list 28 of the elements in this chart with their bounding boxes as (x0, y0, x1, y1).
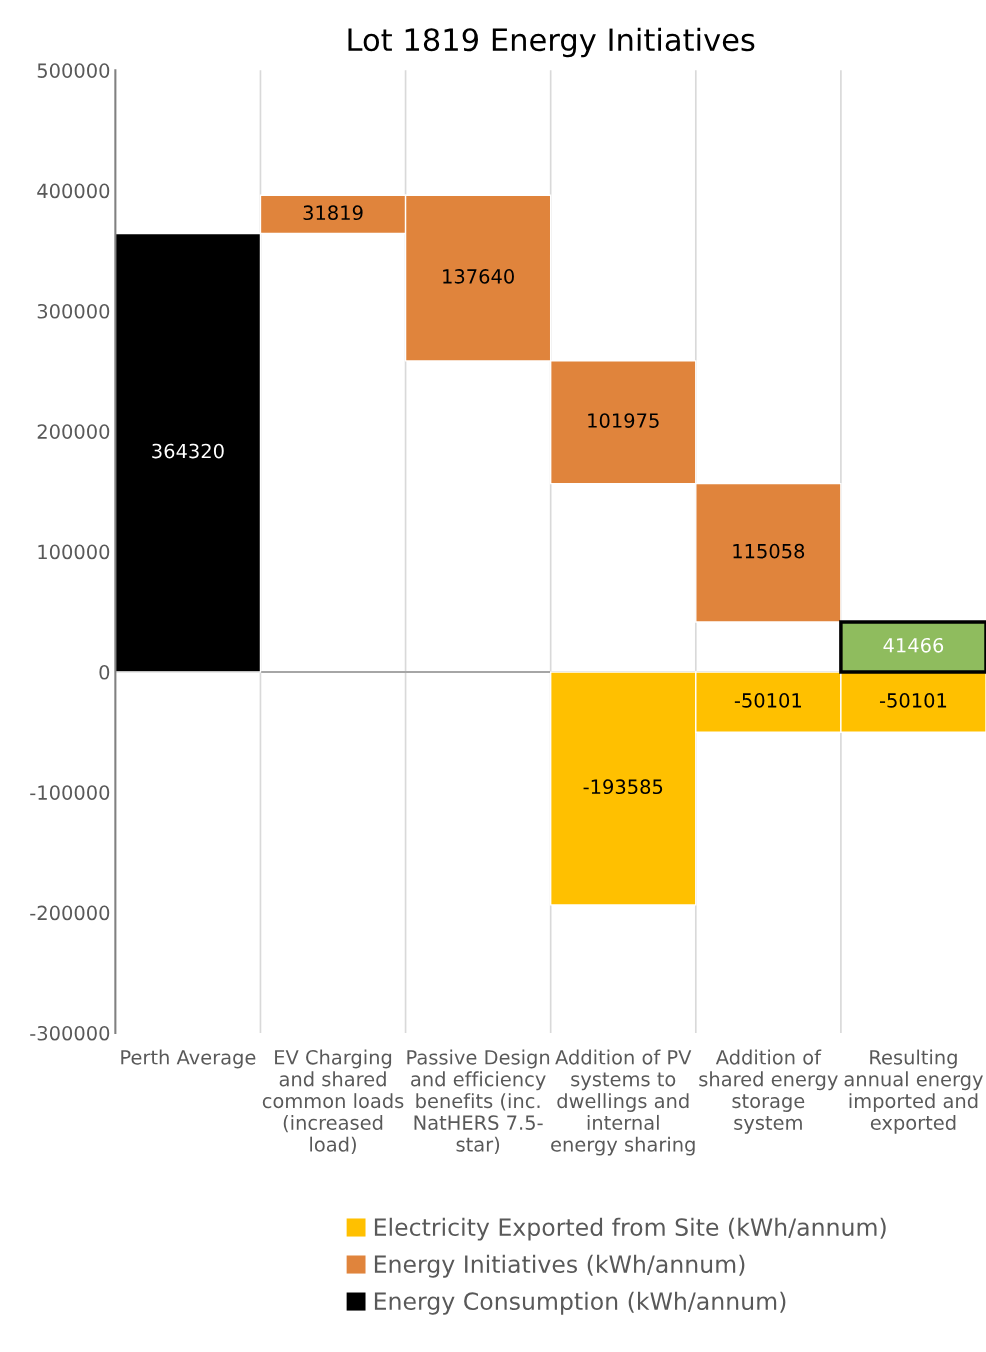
y-tick-label: -200000 (30, 905, 110, 921)
y-tick-label: 100000 (38, 544, 110, 560)
x-tick-label: EV Charging and shared common loads (increased load) (262, 1049, 404, 1155)
y-tick-label: -100000 (30, 785, 110, 800)
data-label: -193585 (583, 779, 663, 795)
legend-label: Energy Initiatives (kWh/annum) (374, 1254, 745, 1278)
x-tick-label: Passive Design and efficiency benefits (inc. NatHERS 7.5- star) (407, 1049, 550, 1155)
data-label: 31819 (303, 205, 363, 221)
chart-title: Lot 1819 Energy Initiatives (348, 27, 755, 58)
data-label: 137640 (443, 269, 514, 284)
data-label: 115058 (733, 543, 805, 559)
data-label: 41466 (883, 637, 944, 653)
x-tick-label: Perth Average (121, 1049, 256, 1069)
x-tick-label: Addition of PV systems to dwellings and internal energy sharing (551, 1049, 695, 1156)
data-label: -50101 (879, 693, 947, 708)
y-tick-label: 300000 (37, 303, 110, 319)
y-tick-label: 400000 (37, 183, 110, 199)
y-tick-label: 200000 (37, 424, 110, 439)
legend-label: Electricity Exported from Site (kWh/annum) (374, 1217, 886, 1241)
y-tick-label: 500000 (37, 63, 110, 78)
x-tick-label: Resulting annual energy imported and exported (844, 1049, 983, 1134)
data-label: 101975 (588, 413, 659, 428)
data-label: -50101 (734, 693, 801, 708)
x-tick-label: Addition of shared energy storage system (699, 1049, 838, 1134)
data-label: 364320 (152, 443, 224, 459)
y-tick-label: -300000 (30, 1025, 110, 1041)
legend-label: Energy Consumption (kWh/annum) (374, 1291, 786, 1315)
y-tick-label: 0 (99, 664, 110, 680)
